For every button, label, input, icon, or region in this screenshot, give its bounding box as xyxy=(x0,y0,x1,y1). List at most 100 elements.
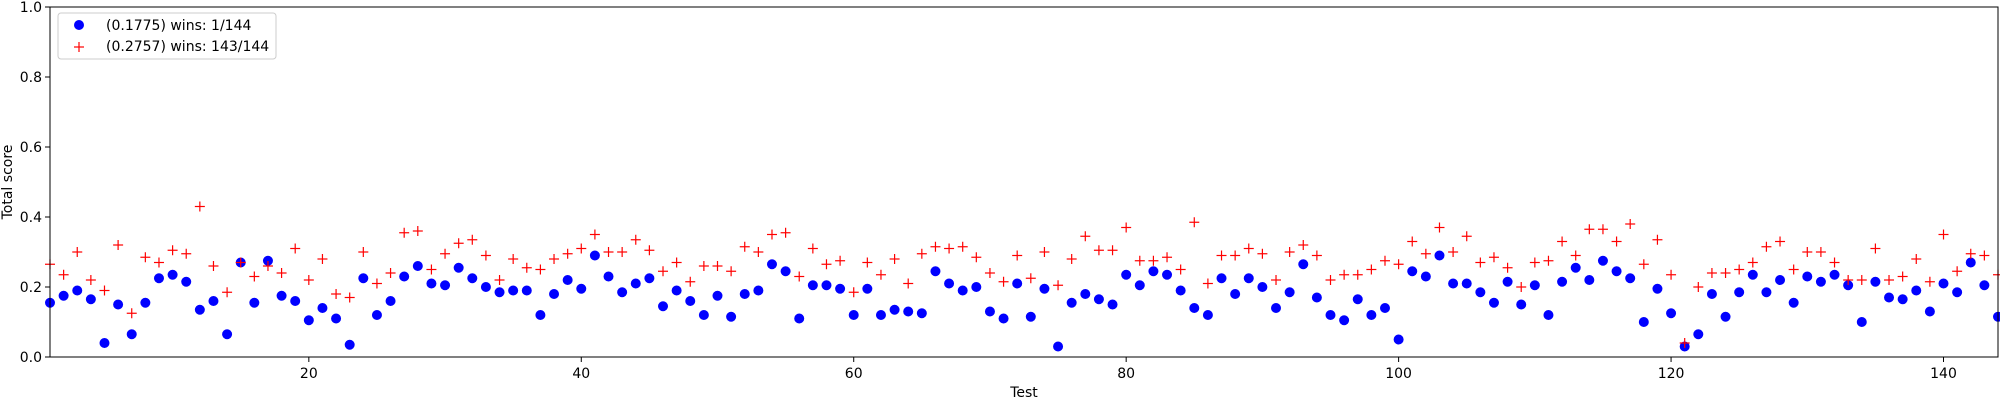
data-point-series-1 xyxy=(1298,259,1309,270)
data-point-series-2 xyxy=(371,278,382,289)
data-point-series-1 xyxy=(1870,276,1881,287)
data-point-series-2 xyxy=(835,255,846,266)
data-point-series-1 xyxy=(181,276,192,287)
data-point-series-2 xyxy=(1829,257,1840,268)
data-point-series-1 xyxy=(1053,341,1064,352)
data-point-series-2 xyxy=(1284,247,1295,257)
data-point-series-2 xyxy=(1638,259,1649,270)
data-point-series-1 xyxy=(1706,289,1717,299)
data-point-series-2 xyxy=(412,226,423,236)
data-point-series-1 xyxy=(1761,287,1772,298)
data-point-series-1 xyxy=(1611,266,1622,277)
data-point-series-2 xyxy=(1611,236,1622,247)
data-point-series-2 xyxy=(290,243,301,254)
data-point-series-1 xyxy=(1093,294,1104,305)
data-point-series-2 xyxy=(1039,247,1050,257)
y-tick-label: 0.4 xyxy=(20,210,42,226)
x-tick-label: 80 xyxy=(1117,366,1135,382)
data-point-series-1 xyxy=(1775,275,1786,285)
data-point-series-2 xyxy=(1202,278,1213,289)
data-point-series-1 xyxy=(712,290,723,301)
data-point-series-2 xyxy=(1502,262,1513,273)
data-point-series-2 xyxy=(262,261,273,271)
data-point-series-2 xyxy=(549,254,560,264)
data-point-series-2 xyxy=(821,259,832,270)
data-point-series-2 xyxy=(916,248,927,259)
data-point-series-1 xyxy=(1557,276,1568,287)
legend: (0.1775) wins: 1/144 (0.2757) wins: 143/… xyxy=(57,12,277,60)
data-point-series-2 xyxy=(1625,219,1636,229)
data-point-series-2 xyxy=(1802,247,1813,257)
x-tick-label: 120 xyxy=(1658,366,1685,382)
data-point-series-1 xyxy=(58,290,69,301)
data-point-series-2 xyxy=(358,247,369,257)
data-point-series-1 xyxy=(1325,310,1336,320)
data-point-series-1 xyxy=(521,285,532,296)
data-point-series-2 xyxy=(399,227,410,238)
data-point-series-1 xyxy=(1434,250,1445,261)
data-point-series-1 xyxy=(576,283,587,294)
data-point-series-1 xyxy=(1012,278,1023,289)
data-point-series-2 xyxy=(971,252,982,263)
data-point-series-1 xyxy=(1025,311,1036,322)
data-point-series-1 xyxy=(766,259,777,270)
data-point-series-1 xyxy=(344,339,355,350)
data-point-series-2 xyxy=(1230,250,1241,261)
data-point-series-2 xyxy=(1134,255,1145,266)
data-point-series-2 xyxy=(1298,240,1309,250)
data-point-series-1 xyxy=(1393,334,1404,345)
data-point-series-1 xyxy=(140,297,151,308)
data-point-series-2 xyxy=(208,261,219,271)
axes-frame xyxy=(49,6,1999,358)
data-point-series-1 xyxy=(644,273,655,284)
data-point-series-1 xyxy=(630,278,641,289)
x-tick-label: 100 xyxy=(1385,366,1412,382)
data-point-series-1 xyxy=(508,285,519,296)
data-point-series-1 xyxy=(753,285,764,296)
data-point-series-1 xyxy=(303,315,314,326)
data-point-series-1 xyxy=(1461,278,1472,289)
data-point-series-1 xyxy=(562,275,573,285)
data-point-series-1 xyxy=(1720,311,1731,322)
data-point-series-2 xyxy=(848,287,859,298)
data-point-series-2 xyxy=(1352,269,1363,280)
data-point-series-2 xyxy=(521,262,532,273)
data-point-series-2 xyxy=(903,278,914,289)
data-point-series-2 xyxy=(1761,241,1772,252)
data-point-series-2 xyxy=(181,248,192,259)
y-axis-label: Total score xyxy=(0,145,16,221)
data-point-series-2 xyxy=(1529,257,1540,268)
data-point-series-1 xyxy=(1965,257,1976,268)
data-point-series-2 xyxy=(1965,248,1976,259)
data-point-series-2 xyxy=(1271,275,1282,285)
data-point-series-1 xyxy=(1407,266,1418,277)
data-point-series-2 xyxy=(739,241,750,252)
data-point-series-2 xyxy=(1107,245,1118,256)
data-point-series-2 xyxy=(1121,222,1132,233)
data-point-series-1 xyxy=(1884,292,1895,303)
data-point-series-2 xyxy=(331,289,342,299)
data-point-series-2 xyxy=(1448,247,1459,257)
data-point-series-2 xyxy=(1706,268,1717,278)
data-point-series-1 xyxy=(1271,303,1282,313)
data-point-series-1 xyxy=(971,282,982,292)
data-point-series-2 xyxy=(1720,268,1731,278)
data-point-series-1 xyxy=(208,296,219,306)
y-ticks: 0.0 0.2 0.4 0.6 0.8 1.0 xyxy=(20,0,50,366)
data-point-series-2 xyxy=(385,268,396,278)
data-point-series-1 xyxy=(1121,269,1132,280)
data-point-series-2 xyxy=(1952,266,1963,277)
data-point-series-1 xyxy=(249,297,260,308)
x-tick-label: 40 xyxy=(572,366,590,382)
data-point-series-1 xyxy=(903,306,914,317)
data-point-series-1 xyxy=(1502,276,1513,287)
data-point-series-1 xyxy=(1366,310,1377,320)
data-point-series-2 xyxy=(303,275,314,285)
data-point-series-2 xyxy=(153,257,164,268)
data-point-series-1 xyxy=(1734,287,1745,298)
data-point-series-1 xyxy=(1584,275,1595,285)
data-point-series-2 xyxy=(630,234,641,245)
data-point-series-2 xyxy=(1461,231,1472,242)
data-point-series-2 xyxy=(1379,255,1390,266)
y-tick-label: 0.8 xyxy=(20,70,42,86)
